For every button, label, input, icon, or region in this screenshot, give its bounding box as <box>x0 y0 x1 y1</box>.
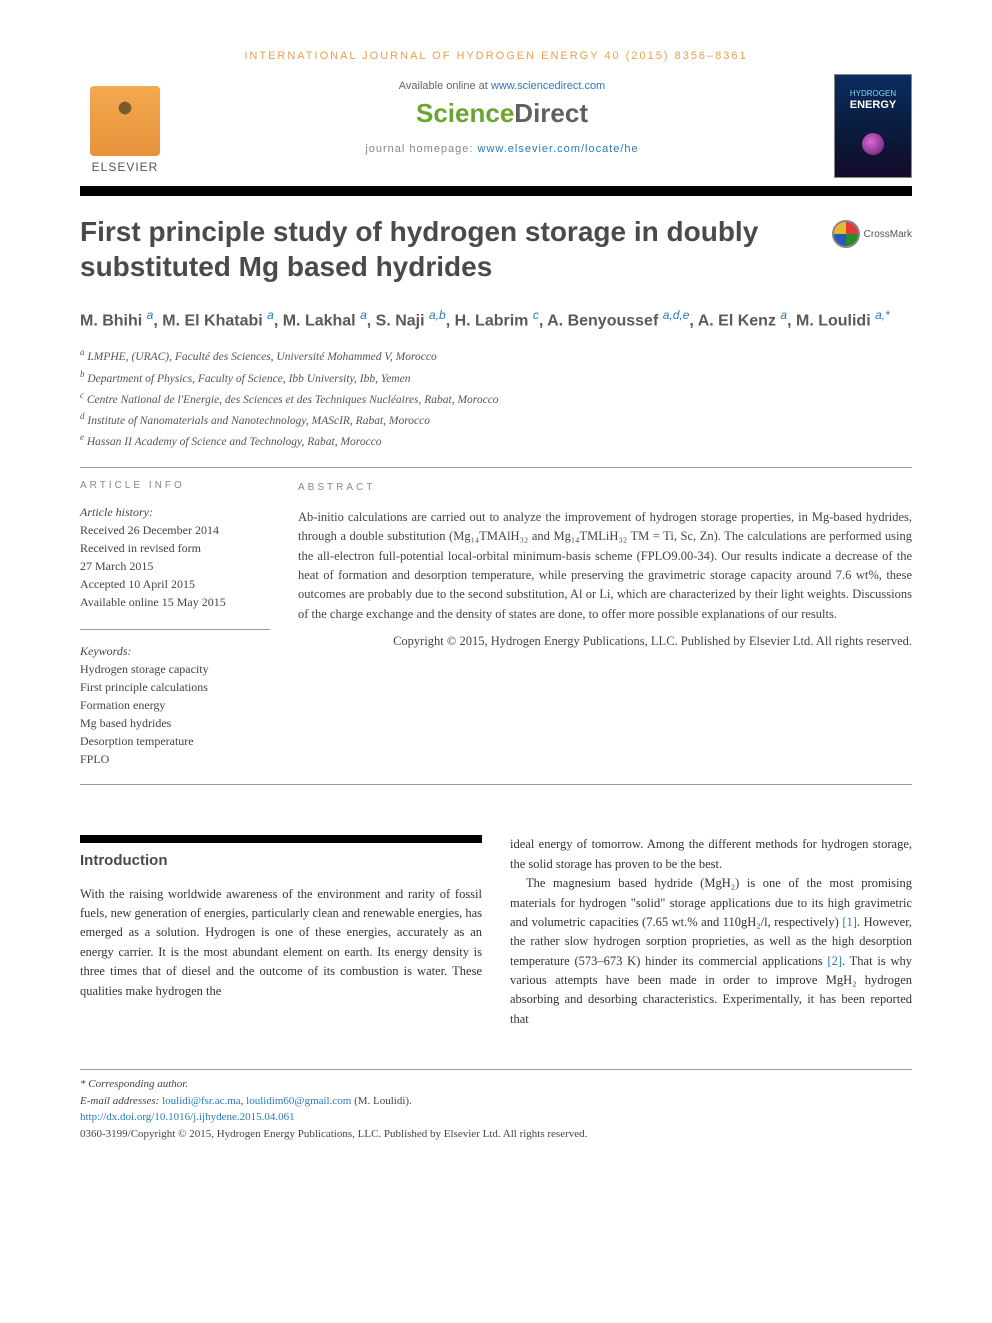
email-line: E-mail addresses: loulidi@fsr.ac.ma, lou… <box>80 1093 912 1110</box>
elsevier-logo[interactable]: ELSEVIER <box>80 74 170 174</box>
crossmark-badge[interactable]: CrossMark <box>832 220 912 248</box>
citation-link-2[interactable]: [2] <box>827 954 842 968</box>
keyword-line: First principle calculations <box>80 678 270 696</box>
cover-line2: ENERGY <box>835 99 911 111</box>
keywords-block: Keywords: Hydrogen storage capacityFirst… <box>80 642 270 768</box>
keyword-line: Desorption temperature <box>80 732 270 750</box>
body-column-right: ideal energy of tomorrow. Among the diff… <box>510 835 912 1029</box>
issn-copyright-line: 0360-3199/Copyright © 2015, Hydrogen Ene… <box>80 1126 912 1143</box>
keyword-line: FPLO <box>80 750 270 768</box>
author-list: M. Bhihi a, M. El Khatabi a, M. Lakhal a… <box>80 306 912 333</box>
keywords-label: Keywords: <box>80 642 270 660</box>
body-paragraph: The magnesium based hydride (MgH₂) is on… <box>510 874 912 1029</box>
journal-citation-header: INTERNATIONAL JOURNAL OF HYDROGEN ENERGY… <box>80 50 912 62</box>
sciencedirect-url-link[interactable]: www.sciencedirect.com <box>491 80 605 92</box>
abstract-column: ABSTRACT Ab-initio calculations are carr… <box>298 480 912 768</box>
cover-line1: HYDROGEN <box>835 89 911 98</box>
crossmark-label: CrossMark <box>864 229 912 240</box>
sd-logo-right: Direct <box>514 98 588 128</box>
history-line: Received in revised form <box>80 539 270 557</box>
journal-homepage-line: journal homepage: www.elsevier.com/locat… <box>170 143 834 155</box>
article-info-label: ARTICLE INFO <box>80 480 270 491</box>
title-separator-bar <box>80 186 912 196</box>
history-line: 27 March 2015 <box>80 557 270 575</box>
affiliation-line: d Institute of Nanomaterials and Nanotec… <box>80 409 912 430</box>
keyword-line: Hydrogen storage capacity <box>80 660 270 678</box>
email-link-1[interactable]: loulidi@fsr.ac.ma <box>162 1095 241 1107</box>
divider <box>80 467 912 468</box>
abstract-text: Ab-initio calculations are carried out t… <box>298 508 912 624</box>
history-line: Available online 15 May 2015 <box>80 593 270 611</box>
doi-link[interactable]: http://dx.doi.org/10.1016/j.ijhydene.201… <box>80 1111 295 1123</box>
email-link-2[interactable]: loulidim60@gmail.com <box>246 1095 351 1107</box>
body-paragraph: ideal energy of tomorrow. Among the diff… <box>510 835 912 874</box>
body-paragraph: With the raising worldwide awareness of … <box>80 885 482 1001</box>
introduction-heading: Introduction <box>80 849 482 872</box>
publisher-band: ELSEVIER Available online at www.science… <box>80 74 912 178</box>
elsevier-label: ELSEVIER <box>92 160 159 174</box>
affiliation-list: a LMPHE, (URAC), Faculté des Sciences, U… <box>80 345 912 451</box>
available-online-line: Available online at www.sciencedirect.co… <box>170 80 834 92</box>
elsevier-tree-icon <box>90 86 160 156</box>
keyword-line: Formation energy <box>80 696 270 714</box>
page-footer: * Corresponding author. E-mail addresses… <box>80 1069 912 1142</box>
journal-homepage-link[interactable]: www.elsevier.com/locate/he <box>478 143 639 155</box>
keyword-line: Mg based hydrides <box>80 714 270 732</box>
section-bar <box>80 835 482 843</box>
history-label: Article history: <box>80 503 270 521</box>
abstract-label: ABSTRACT <box>298 480 912 496</box>
body-two-column: Introduction With the raising worldwide … <box>80 835 912 1029</box>
abstract-copyright: Copyright © 2015, Hydrogen Energy Public… <box>298 632 912 651</box>
affiliation-line: a LMPHE, (URAC), Faculté des Sciences, U… <box>80 345 912 366</box>
affiliation-line: c Centre National de l'Energie, des Scie… <box>80 388 912 409</box>
affiliation-line: e Hassan II Academy of Science and Techn… <box>80 430 912 451</box>
sd-logo-left: Science <box>416 98 514 128</box>
divider <box>80 784 912 785</box>
article-history: Article history: Received 26 December 20… <box>80 503 270 611</box>
journal-cover-thumbnail[interactable]: HYDROGEN ENERGY <box>834 74 912 178</box>
sciencedirect-logo[interactable]: ScienceDirect <box>170 98 834 129</box>
affiliation-line: b Department of Physics, Faculty of Scie… <box>80 367 912 388</box>
corresponding-author-note: * Corresponding author. <box>80 1076 912 1093</box>
cover-graphic-icon <box>862 133 884 155</box>
crossmark-icon <box>832 220 860 248</box>
history-line: Accepted 10 April 2015 <box>80 575 270 593</box>
divider <box>80 629 270 630</box>
citation-link-1[interactable]: [1] <box>842 915 857 929</box>
article-title: First principle study of hydrogen storag… <box>80 214 812 284</box>
body-column-left: Introduction With the raising worldwide … <box>80 835 482 1029</box>
article-info-column: ARTICLE INFO Article history: Received 2… <box>80 480 270 768</box>
history-line: Received 26 December 2014 <box>80 521 270 539</box>
